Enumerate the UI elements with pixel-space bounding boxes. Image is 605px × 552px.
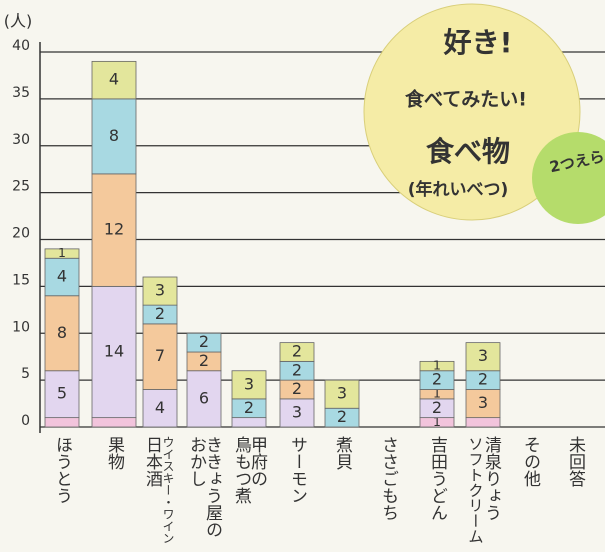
bar-segment (91, 417, 137, 428)
value-label: 2 (292, 360, 302, 379)
value-label: 8 (109, 126, 119, 145)
y-tick-label: 0 (21, 413, 30, 429)
bar-segment (91, 60, 137, 100)
value-label: 3 (155, 281, 165, 300)
bar-segment (44, 295, 80, 372)
y-tick-label: 30 (12, 132, 30, 148)
value-label: 1 (433, 358, 441, 373)
title-bubble (363, 3, 581, 221)
value-label: 2 (199, 332, 209, 351)
y-tick-label: 35 (12, 85, 30, 101)
y-tick-label: 5 (21, 366, 30, 382)
value-label: 4 (109, 70, 119, 89)
value-label: 3 (244, 374, 254, 393)
value-label: 5 (57, 384, 67, 403)
note-bubble (532, 132, 605, 224)
bar-segment (465, 342, 501, 372)
value-label: 2 (244, 398, 254, 417)
bar-segment (231, 370, 267, 400)
x-tick-label: ソフトクリーム (466, 436, 484, 544)
value-label: 14 (104, 342, 124, 361)
x-tick-label: 果物 (104, 436, 125, 470)
bar-segment (91, 285, 137, 419)
bar-segment (44, 248, 80, 259)
x-tick-label: ききょう屋の (202, 436, 223, 538)
bar-segment (186, 332, 222, 353)
bar-segment (44, 257, 80, 297)
bar-segment (91, 173, 137, 287)
x-tick-label: 吉田うどん (427, 436, 447, 521)
x-tick-label: その他 (520, 436, 541, 487)
value-label: 1 (58, 245, 66, 260)
value-label: 2 (432, 398, 442, 417)
bar-segment (44, 417, 80, 428)
value-label: 8 (57, 323, 67, 342)
value-label: 2 (155, 304, 165, 323)
x-tick-label: 清泉りょう (481, 436, 502, 521)
x-tick-label: ささごもち (378, 436, 398, 521)
title-line: 好き! (443, 26, 513, 59)
y-tick-label: 25 (12, 179, 30, 195)
value-label: 2 (432, 370, 442, 389)
labels: (人) 好き! 食べてみたい! 食べ物 (年れいべつ) 2つえらぶ 051015… (4, 12, 605, 545)
value-label: 1 (433, 414, 441, 429)
x-tick-label: 鳥もつ煮 (231, 436, 252, 504)
x-tick-label: 未回答 (565, 436, 586, 487)
value-label: 2 (478, 370, 488, 389)
value-label: 6 (199, 388, 209, 407)
value-label: 1 (433, 386, 441, 401)
x-tick-label: 煮貝 (332, 436, 353, 470)
value-label: 12 (104, 220, 124, 239)
title-line: 食べ物 (426, 135, 510, 168)
bar-segment (142, 323, 178, 390)
bar-segment (279, 398, 315, 428)
value-label: 2 (337, 407, 347, 426)
value-label: 3 (478, 393, 488, 412)
bar-segment (231, 417, 267, 428)
title-line: (年れいべつ) (408, 179, 509, 200)
value-label: 4 (57, 267, 67, 286)
value-label: 3 (337, 384, 347, 403)
bar-segment (186, 370, 222, 428)
y-tick-label: 15 (12, 272, 30, 288)
x-tick-label: 日本酒 (142, 436, 163, 487)
bar-segment (419, 360, 455, 372)
x-tick-label: おかし (186, 436, 206, 487)
bar-segment (91, 98, 137, 175)
bar-segment (324, 379, 360, 409)
value-label: 4 (155, 398, 165, 417)
value-label: 3 (292, 402, 302, 421)
bar-segment (44, 370, 80, 419)
bar-segment (465, 417, 501, 428)
title-line: 食べてみたい! (405, 88, 527, 111)
bar-segment (142, 276, 178, 306)
x-tick-label: サーモン (287, 436, 307, 504)
value-label: 2 (292, 379, 302, 398)
value-label: 3 (478, 346, 488, 365)
value-label: 2 (292, 342, 302, 361)
x-tick-label: 甲府の (247, 436, 268, 487)
y-tick-label: 20 (12, 226, 30, 242)
bar-segment (279, 342, 315, 362)
x-tick-label: ウイスキー・ワイン (161, 436, 175, 544)
x-tick-label: ほうとう (52, 436, 72, 504)
bar-segment (465, 389, 501, 419)
y-tick-label: 40 (12, 38, 30, 54)
y-tick-label: 10 (12, 319, 30, 335)
value-label: 2 (199, 351, 209, 370)
value-label: 7 (155, 346, 165, 365)
y-unit: (人) (4, 12, 33, 31)
